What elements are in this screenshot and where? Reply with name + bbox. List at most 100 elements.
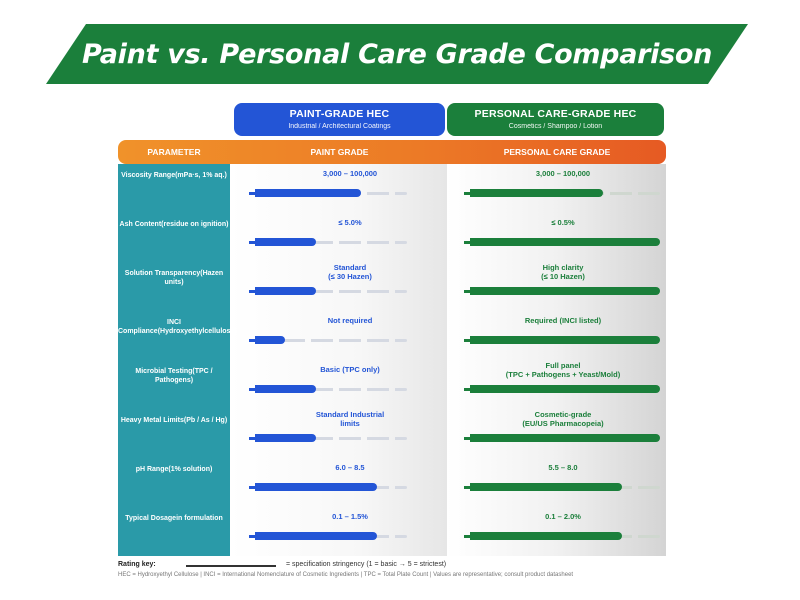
- paint-group-subtitle: Industrial / Architectural Coatings: [288, 123, 391, 130]
- pc-value-line: Full panel: [545, 361, 581, 370]
- paint-rating-bar: [249, 284, 407, 300]
- pc-value-line: (≤ 10 Hazen): [541, 271, 585, 281]
- paint-value: Not required: [234, 316, 466, 326]
- pc-value-line: Cosmetic-grade: [534, 410, 592, 419]
- parameter-column: [118, 164, 230, 556]
- personal-care-value: ≤ 0.5%: [447, 218, 679, 228]
- personal-care-rating-bar: [464, 480, 660, 496]
- paint-rating-bar-fill: [249, 238, 316, 246]
- paint-value-line: (≤ 30 Hazen): [328, 271, 372, 281]
- paint-rating-bar-fill: [248, 189, 362, 197]
- personal-care-value: 5.5 – 8.0: [447, 463, 679, 473]
- personal-care-value: Cosmetic-grade (EU/US Pharmacopeia): [447, 410, 679, 428]
- paint-value: ≤ 5.0%: [234, 218, 466, 228]
- personal-care-rating-bar-fill: [464, 287, 660, 295]
- header-parameter: PARAMETER: [147, 147, 201, 157]
- paint-value: 3,000 – 100,000: [234, 169, 466, 179]
- parameter-line: Solution Transparency: [124, 270, 201, 277]
- parameter-line: (Hydroxyethylcellulose): [157, 327, 237, 335]
- title-banner: Paint vs. Personal Care Grade Comparison: [46, 24, 748, 84]
- paint-value: 0.1 – 1.5%: [234, 512, 466, 522]
- paint-value-line: Standard Industrial: [315, 410, 385, 419]
- parameter-label: Typical Dosagein formulation: [118, 515, 230, 524]
- paint-rating-bar: [249, 431, 407, 447]
- parameter-label: pH Range(1% solution): [118, 466, 230, 475]
- personal-care-rating-bar-fill: [464, 189, 603, 197]
- paint-value-line: 3,000 – 100,000: [322, 169, 378, 178]
- parameter-label: Heavy Metal Limits(Pb / As / Hg): [118, 417, 230, 426]
- paint-rating-bar: [248, 333, 407, 349]
- personal-care-value: 0.1 – 2.0%: [447, 512, 679, 522]
- personal-care-rating-bar-fill: [464, 385, 660, 393]
- paint-rating-bar: [249, 382, 407, 398]
- paint-group-title: PAINT-GRADE HEC: [289, 108, 390, 120]
- paint-value-line: Standard: [333, 263, 367, 272]
- parameter-line: (TPC / Pathogens): [154, 368, 213, 384]
- pc-group-subtitle: Cosmetics / Shampoo / Lotion: [508, 123, 603, 130]
- page-title: Paint vs. Personal Care Grade Comparison: [81, 38, 713, 70]
- pc-value-line: 5.5 – 8.0: [548, 463, 578, 472]
- parameter-label: INCI Compliance(Hydroxyethylcellulose): [118, 319, 237, 336]
- personal-care-rating-bar-fill: [464, 434, 660, 442]
- personal-care-rating-bar: [464, 333, 660, 349]
- personal-care-rating-bar: [464, 284, 660, 300]
- rating-key-sample-bar: [186, 565, 276, 567]
- paint-value-line: Basic (TPC only): [320, 365, 380, 374]
- personal-care-group-header: PERSONAL CARE-GRADE HEC Cosmetics / Sham…: [447, 103, 664, 136]
- parameter-line: pH Range: [135, 466, 169, 473]
- parameter-line: (1% solution): [168, 466, 213, 473]
- parameter-label: Ash Content(residue on ignition): [118, 221, 230, 230]
- pc-value-line: 0.1 – 2.0%: [545, 512, 581, 521]
- pc-value-line: 3,000 – 100,000: [535, 169, 591, 178]
- parameter-label: Microbial Testing(TPC / Pathogens): [118, 368, 230, 385]
- rating-key-text: = specification stringency (1 = basic → …: [286, 561, 447, 568]
- footnote: HEC = Hydroxyethyl Cellulose | INCI = In…: [118, 572, 574, 578]
- paint-rating-bar-fill: [249, 532, 377, 540]
- paint-value: Basic (TPC only): [234, 365, 466, 375]
- paint-value-line: limits: [340, 418, 360, 428]
- pc-value-line: Required (INCI listed): [524, 316, 602, 325]
- personal-care-rating-bar: [464, 186, 660, 202]
- paint-rating-bar: [249, 235, 407, 251]
- personal-care-rating-bar: [464, 529, 660, 545]
- personal-care-value: Full panel (TPC + Pathogens + Yeast/Mold): [447, 361, 679, 379]
- parameter-label: Viscosity Range(mPa·s, 1% aq.): [118, 172, 230, 181]
- paint-rating-bar-fill: [249, 483, 377, 491]
- paint-value-line: 6.0 – 8.5: [335, 463, 365, 472]
- parameter-line: (residue on ignition): [161, 221, 229, 228]
- paint-value: Standard Industrial limits: [234, 410, 466, 428]
- personal-care-value: 3,000 – 100,000: [447, 169, 679, 179]
- paint-rating-bar-fill: [249, 287, 316, 295]
- parameter-line: (Pb / As / Hg): [183, 417, 228, 424]
- personal-care-value: High clarity (≤ 10 Hazen): [447, 263, 679, 281]
- personal-care-rating-bar: [464, 431, 660, 447]
- paint-rating-bar-fill: [249, 434, 316, 442]
- pc-value-line: (TPC + Pathogens + Yeast/Mold): [505, 369, 621, 379]
- paint-value-line: 0.1 – 1.5%: [332, 512, 368, 521]
- personal-care-rating-bar-fill: [464, 336, 660, 344]
- parameter-line: Typical Dosage: [125, 515, 177, 522]
- personal-care-rating-bar-fill: [464, 238, 660, 246]
- parameter-line: Ash Content: [119, 221, 162, 228]
- parameter-line: Viscosity Range: [121, 172, 176, 179]
- paint-value-line: ≤ 5.0%: [338, 218, 362, 227]
- column-header-bar: PARAMETER PAINT GRADE PERSONAL CARE GRAD…: [118, 140, 666, 164]
- header-personal-care: PERSONAL CARE GRADE: [503, 147, 611, 157]
- parameter-line: in formulation: [176, 515, 223, 522]
- paint-value-line: Not required: [327, 316, 373, 325]
- paint-grade-group-header: PAINT-GRADE HEC Industrial / Architectur…: [234, 103, 445, 136]
- pc-value-line: (EU/US Pharmacopeia): [522, 418, 604, 428]
- personal-care-rating-bar: [464, 382, 660, 398]
- personal-care-rating-bar: [464, 235, 660, 251]
- parameter-line: Microbial Testing: [135, 368, 193, 375]
- paint-rating-bar-fill: [248, 336, 286, 344]
- parameter-line: INCI Compliance: [118, 319, 181, 335]
- paint-rating-bar: [249, 529, 407, 545]
- parameter-line: (mPa·s, 1% aq.): [175, 172, 227, 179]
- parameter-line: Heavy Metal Limits: [120, 417, 184, 424]
- pc-value-line: ≤ 0.5%: [551, 218, 575, 227]
- personal-care-value: Required (INCI listed): [447, 316, 679, 326]
- paint-rating-bar-fill: [249, 385, 316, 393]
- paint-rating-bar: [249, 480, 407, 496]
